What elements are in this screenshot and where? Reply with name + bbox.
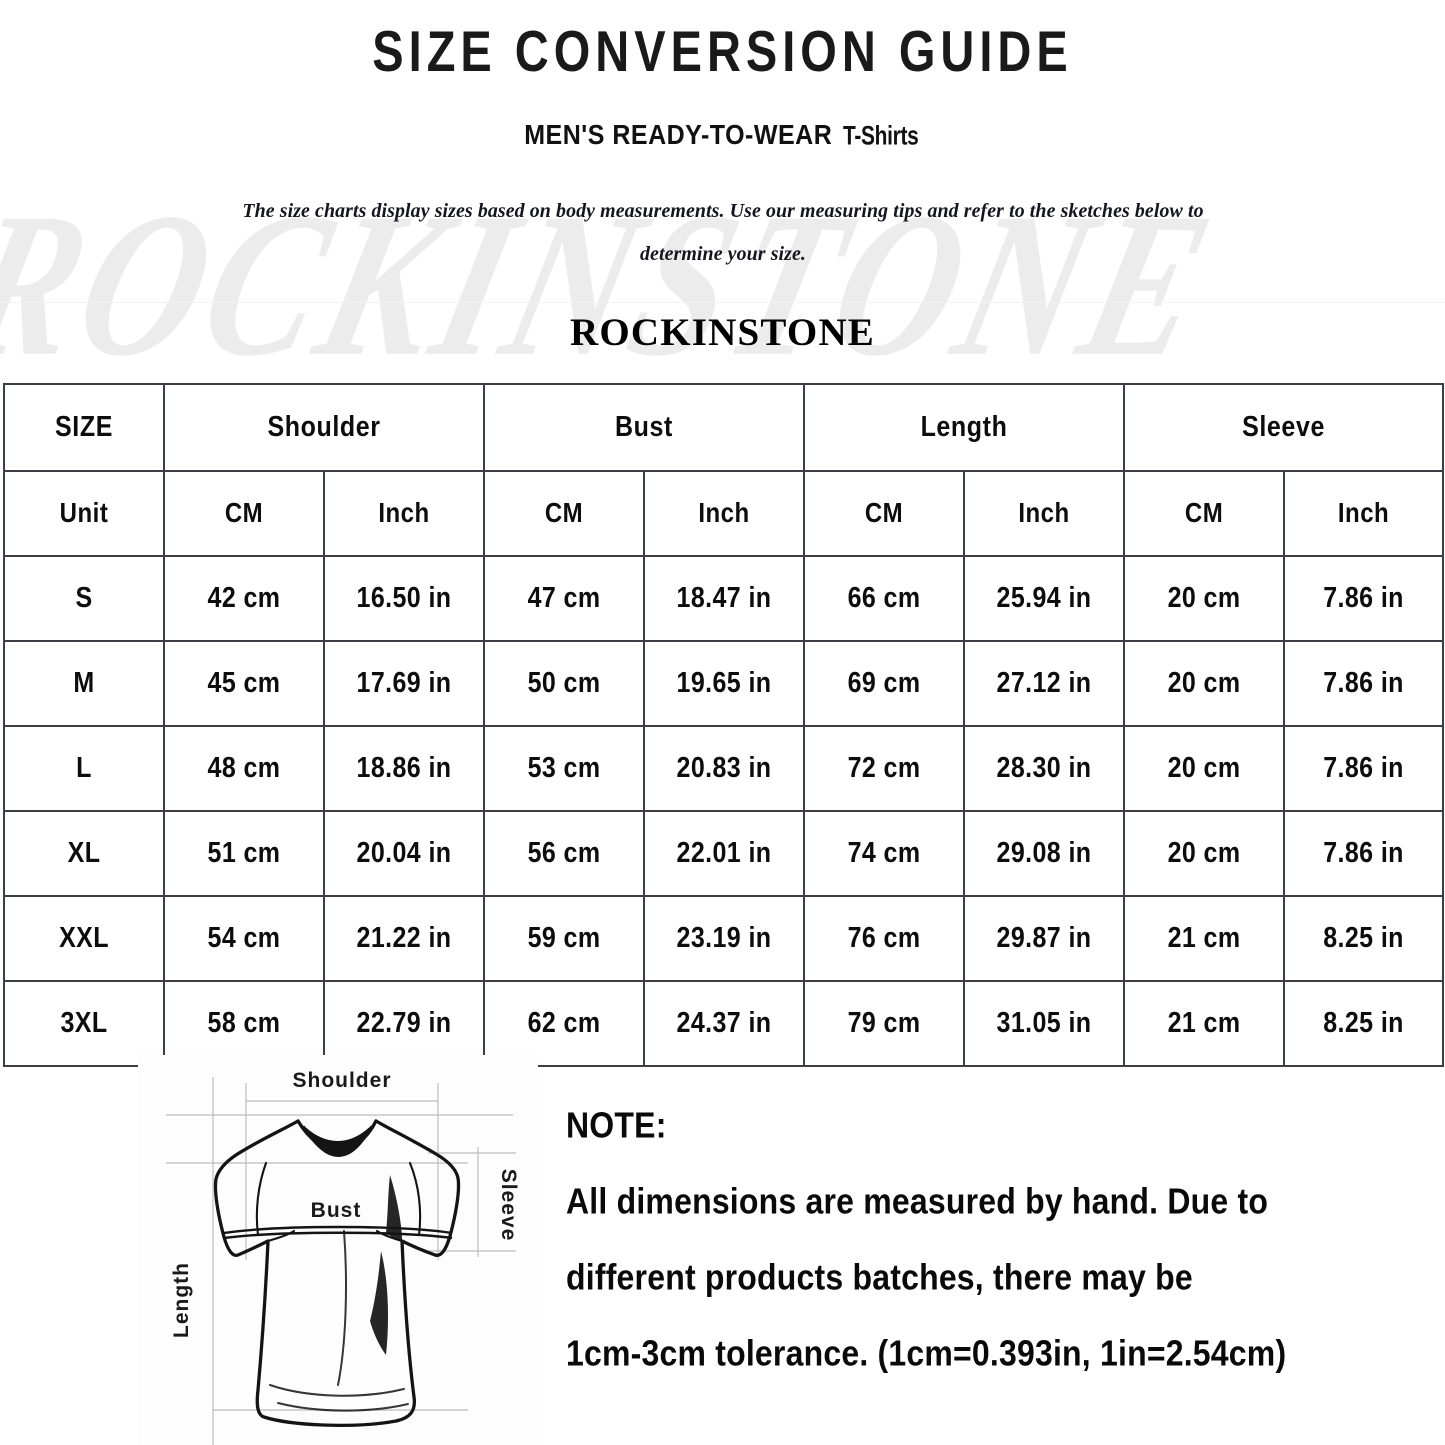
cell-bust-cm: 47 cm — [483, 555, 646, 642]
cell-bust-in: 23.19 in — [643, 895, 806, 982]
cell-bust-cm: 56 cm — [483, 810, 646, 897]
table-unit-row: Unit CM Inch CM Inch CM Inch CM Inch — [3, 470, 1445, 557]
cell-length-cm: 66 cm — [803, 555, 966, 642]
unit-shoulder-inch: Inch — [322, 470, 486, 557]
table-row: S 42 cm 16.50 in 47 cm 18.47 in 66 cm 25… — [3, 555, 1445, 642]
cell-size: S — [3, 555, 165, 642]
cell-length-cm: 69 cm — [803, 640, 966, 727]
cell-length-in: 28.30 in — [963, 725, 1126, 812]
cell-length-in: 31.05 in — [963, 980, 1126, 1067]
cell-sleeve-cm: 20 cm — [1123, 640, 1286, 727]
cell-sleeve-in: 7.86 in — [1283, 640, 1445, 727]
cell-length-in: 29.87 in — [963, 895, 1126, 982]
unit-bust-cm: CM — [483, 470, 646, 557]
table-row: 3XL 58 cm 22.79 in 62 cm 24.37 in 79 cm … — [3, 980, 1445, 1067]
unit-sleeve-inch: Inch — [1283, 470, 1445, 557]
sketch-label-sleeve: Sleeve — [497, 1169, 520, 1242]
cell-size: 3XL — [3, 980, 165, 1067]
bottom-section: Shoulder Length Sleeve Bust — [0, 1045, 1445, 1445]
unit-label: Unit — [3, 470, 165, 557]
cell-sleeve-in: 7.86 in — [1283, 725, 1445, 812]
sketch-label-bust: Bust — [311, 1199, 362, 1222]
header-size: SIZE — [3, 383, 165, 472]
cell-sleeve-cm: 20 cm — [1123, 555, 1286, 642]
note-line-2: different products batches, there may be — [566, 1256, 1193, 1298]
cell-bust-in: 18.47 in — [643, 555, 806, 642]
cell-sleeve-cm: 21 cm — [1123, 895, 1286, 982]
page-description: The size charts display sizes based on b… — [241, 200, 1204, 265]
cell-length-cm: 79 cm — [803, 980, 966, 1067]
header-shoulder: Shoulder — [162, 383, 486, 472]
cell-shoulder-in: 22.79 in — [322, 980, 486, 1067]
subtitle-category: MEN'S READY-TO-WEAR — [524, 119, 833, 151]
header-sleeve: Sleeve — [1123, 383, 1445, 472]
cell-length-cm: 72 cm — [803, 725, 966, 812]
page-title: SIZE CONVERSION GUIDE — [372, 18, 1073, 83]
cell-sleeve-cm: 20 cm — [1123, 810, 1286, 897]
size-conversion-table: SIZE Shoulder Bust Length Sleeve Unit CM… — [3, 383, 1445, 1067]
unit-bust-inch: Inch — [643, 470, 806, 557]
size-table-container: SIZE Shoulder Bust Length Sleeve Unit CM… — [3, 383, 1445, 1067]
unit-length-cm: CM — [803, 470, 966, 557]
header-length: Length — [803, 383, 1126, 472]
header-bust: Bust — [483, 383, 806, 472]
note-block: NOTE: All dimensions are measured by han… — [566, 1087, 1396, 1391]
cell-sleeve-cm: 20 cm — [1123, 725, 1286, 812]
cell-bust-in: 19.65 in — [643, 640, 806, 727]
cell-shoulder-cm: 42 cm — [163, 555, 325, 642]
brand-name: ROCKINSTONE — [569, 311, 876, 354]
cell-bust-cm: 50 cm — [483, 640, 646, 727]
page-header: SIZE CONVERSION GUIDE MEN'S READY-TO-WEA… — [0, 0, 1445, 355]
cell-length-in: 29.08 in — [963, 810, 1126, 897]
cell-length-cm: 74 cm — [803, 810, 966, 897]
cell-shoulder-in: 20.04 in — [322, 810, 486, 897]
cell-size: L — [3, 725, 165, 812]
cell-shoulder-in: 16.50 in — [322, 555, 486, 642]
unit-length-inch: Inch — [963, 470, 1126, 557]
table-row: M 45 cm 17.69 in 50 cm 19.65 in 69 cm 27… — [3, 640, 1445, 727]
table-row: XXL 54 cm 21.22 in 59 cm 23.19 in 76 cm … — [3, 895, 1445, 982]
note-heading: NOTE: — [566, 1104, 667, 1146]
cell-size: XXL — [3, 895, 165, 982]
tshirt-measurement-diagram: Shoulder Length Sleeve Bust — [138, 1055, 538, 1445]
cell-sleeve-in: 7.86 in — [1283, 810, 1445, 897]
cell-bust-cm: 53 cm — [483, 725, 646, 812]
table-row: XL 51 cm 20.04 in 56 cm 22.01 in 74 cm 2… — [3, 810, 1445, 897]
cell-sleeve-cm: 21 cm — [1123, 980, 1286, 1067]
sketch-label-shoulder: Shoulder — [292, 1069, 391, 1092]
cell-bust-cm: 62 cm — [483, 980, 646, 1067]
subtitle-product: T-Shirts — [843, 120, 919, 151]
cell-shoulder-cm: 54 cm — [163, 895, 325, 982]
page-subtitle: MEN'S READY-TO-WEAR T-Shirts — [0, 69, 1445, 150]
note-line-1: All dimensions are measured by hand. Due… — [566, 1180, 1269, 1222]
note-line-3: 1cm-3cm tolerance. (1cm=0.393in, 1in=2.5… — [566, 1332, 1287, 1374]
cell-shoulder-in: 21.22 in — [322, 895, 486, 982]
cell-shoulder-in: 17.69 in — [322, 640, 486, 727]
cell-shoulder-cm: 45 cm — [163, 640, 325, 727]
cell-bust-in: 20.83 in — [643, 725, 806, 812]
cell-length-cm: 76 cm — [803, 895, 966, 982]
cell-shoulder-cm: 58 cm — [163, 980, 325, 1067]
unit-shoulder-cm: CM — [163, 470, 325, 557]
table-header-row: SIZE Shoulder Bust Length Sleeve — [3, 383, 1445, 472]
cell-shoulder-cm: 51 cm — [163, 810, 325, 897]
cell-shoulder-in: 18.86 in — [322, 725, 486, 812]
cell-size: XL — [3, 810, 165, 897]
cell-length-in: 27.12 in — [963, 640, 1126, 727]
sketch-label-length: Length — [170, 1262, 193, 1338]
cell-bust-cm: 59 cm — [483, 895, 646, 982]
cell-length-in: 25.94 in — [963, 555, 1126, 642]
cell-bust-in: 22.01 in — [643, 810, 806, 897]
cell-sleeve-in: 7.86 in — [1283, 555, 1445, 642]
table-row: L 48 cm 18.86 in 53 cm 20.83 in 72 cm 28… — [3, 725, 1445, 812]
cell-sleeve-in: 8.25 in — [1283, 980, 1445, 1067]
cell-size: M — [3, 640, 165, 727]
tshirt-sketch-svg: Shoulder Length Sleeve Bust — [138, 1055, 538, 1445]
cell-bust-in: 24.37 in — [643, 980, 806, 1067]
watermark-rule — [0, 302, 1445, 303]
unit-sleeve-cm: CM — [1123, 470, 1286, 557]
cell-sleeve-in: 8.25 in — [1283, 895, 1445, 982]
cell-shoulder-cm: 48 cm — [163, 725, 325, 812]
